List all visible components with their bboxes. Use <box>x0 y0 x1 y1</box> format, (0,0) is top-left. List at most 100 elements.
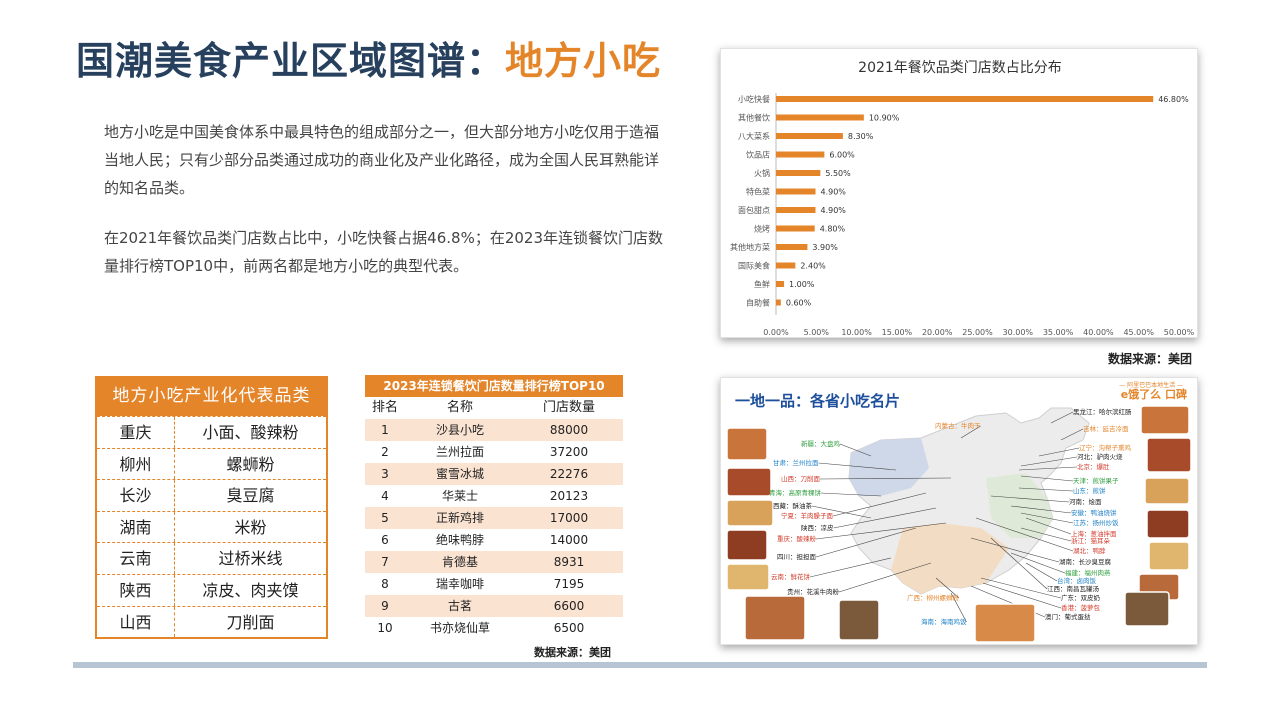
rank-cell: 2 <box>381 445 389 459</box>
rank-table-row: 4 华莱士 20123 <box>365 485 623 507</box>
store-count-cell: 8931 <box>553 555 585 569</box>
chart-bar <box>776 133 843 139</box>
chart-x-tick-label: 20.00% <box>922 328 953 337</box>
eleme-koubei-logo: e饿了么 口碑 <box>1120 388 1187 401</box>
rep-dish-cell: 过桥米线 <box>218 549 283 569</box>
map-connector-line <box>1025 562 1058 582</box>
rep-region-cell: 重庆 <box>97 417 175 448</box>
bottom-divider <box>73 662 1207 668</box>
map-province-label: 江苏：扬州炒饭 <box>1073 519 1119 527</box>
rep-region-cell: 陕西 <box>97 574 175 606</box>
chart-value-label: 1.00% <box>789 280 815 289</box>
page-title-main: 国潮美食产业区域图谱： <box>76 39 506 83</box>
chart-category-label: 特色菜 <box>746 187 770 197</box>
rank-table-row: 6 绝味鸭脖 14000 <box>365 529 623 551</box>
chart-bar <box>776 151 825 158</box>
chart-x-tick-label: 40.00% <box>1083 328 1114 337</box>
chart-value-label: 10.90% <box>869 114 900 123</box>
food-photo <box>1140 405 1190 435</box>
chart-value-label: 6.00% <box>829 151 855 160</box>
map-connector-line <box>1010 552 1066 574</box>
rep-dish-cell: 臭豆腐 <box>226 486 275 506</box>
map-connector-line <box>1018 487 1074 492</box>
map-connector-line <box>1050 411 1074 424</box>
representative-dishes-table: 地方小吃产业化代表品类 重庆 小面、酸辣粉柳州 螺蛳粉长沙 臭豆腐湖南 米粉云南 过桥米线… <box>95 376 328 640</box>
map-province-label: 广东：双皮奶 <box>1061 594 1100 602</box>
map-connector-line <box>1010 505 1072 514</box>
map-connector-line <box>1020 527 1072 542</box>
map-connector-line <box>975 517 1074 552</box>
rank-cell: 4 <box>381 489 389 503</box>
food-photo <box>1124 591 1170 627</box>
rank-cell: 1 <box>381 423 389 437</box>
map-connector-line <box>818 462 897 471</box>
map-province-label: 吉林：延吉冷面 <box>1083 425 1129 433</box>
chart-x-tick-label: 45.00% <box>1123 328 1154 337</box>
chart-category-label: 其他餐饮 <box>738 113 770 123</box>
chart-bar <box>776 96 1154 102</box>
rep-table-header: 地方小吃产业化代表品类 <box>97 376 326 416</box>
rank-cell: 5 <box>381 511 389 525</box>
bar-chart-card: 2021年餐饮品类门店数占比分布 小吃快餐 46.80% 其他餐饮 10.90% 八大菜系… <box>720 48 1198 338</box>
map-province-label: 澳门：葡式蛋挞 <box>1045 613 1091 621</box>
store-count-cell: 7195 <box>553 577 585 591</box>
rank-table-title: 2023年连锁餐饮门店数量排行榜TOP10 <box>365 375 623 397</box>
store-count-cell: 17000 <box>549 511 589 525</box>
map-connector-line <box>815 522 947 540</box>
chart-value-label: 0.60% <box>786 299 812 308</box>
chart-bar <box>776 114 864 121</box>
map-connector-line <box>838 562 932 593</box>
chart-title: 2021年餐饮品类门店数占比分布 <box>858 60 1062 76</box>
rank-cell: 9 <box>381 599 389 613</box>
map-connector-line <box>1018 466 1078 471</box>
map-province-label: 安徽：鸭油烧饼 <box>1071 509 1117 517</box>
store-count-cell: 20123 <box>549 489 589 503</box>
rep-dish-cell: 米粉 <box>234 517 267 537</box>
rank-table-row: 8 瑞幸咖啡 7195 <box>365 573 623 595</box>
rep-dish-cell: 小面、酸辣粉 <box>202 423 299 442</box>
rep-dish-cell: 螺蛳粉 <box>226 454 275 474</box>
map-connector-line <box>1025 517 1072 535</box>
brand-name-cell: 肯德基 <box>441 555 478 569</box>
map-region-south <box>891 523 1009 594</box>
map-province-label: 河北：驴肉火烧 <box>1077 453 1123 461</box>
map-connector-line <box>950 592 967 623</box>
brand-name-cell: 书亦烧仙草 <box>429 621 490 635</box>
map-connector-line <box>809 557 892 578</box>
rep-region-cell: 长沙 <box>97 480 175 511</box>
rep-region-cell: 柳州 <box>97 448 175 480</box>
rep-region-cell: 湖南 <box>97 511 175 543</box>
rank-source: 数据来源：美团 <box>534 646 611 659</box>
chart-x-tick-label: 35.00% <box>1043 328 1074 337</box>
map-connector-line <box>833 507 937 529</box>
map-province-label: 海南：海南鸡饭 <box>921 618 967 626</box>
chart-bar <box>776 188 816 195</box>
rep-table-row: 柳州 螺蛳粉 <box>97 447 326 480</box>
store-count-cell: 22276 <box>549 467 589 481</box>
map-connector-line <box>935 577 960 599</box>
chart-category-label: 饮品店 <box>746 150 770 160</box>
rank-cell: 3 <box>381 467 389 481</box>
map-province-label: 青海：高原青稞饼 <box>769 489 821 497</box>
rep-dish-cell: 凉皮、肉夹馍 <box>202 580 299 600</box>
map-connector-line <box>1020 512 1074 524</box>
map-connector-line <box>819 477 952 480</box>
map-province-label: 宁夏：羊肉臊子面 <box>781 512 833 520</box>
map-slogan: — 阿里巴巴本地生活 — <box>1119 382 1183 389</box>
rank-cell: 10 <box>377 621 393 635</box>
map-connector-line <box>811 505 872 519</box>
map-connector-line <box>1038 447 1080 457</box>
map-connector-line <box>815 527 917 558</box>
food-photo <box>1148 541 1190 571</box>
map-connector-line <box>820 492 882 497</box>
rep-region-cell: 云南 <box>97 543 175 574</box>
map-province-label: 内蒙古：牛肉干 <box>935 422 981 430</box>
chart-x-tick-label: 30.00% <box>1003 328 1034 337</box>
rank-table-row: 9 古茗 6600 <box>365 595 623 617</box>
map-connector-line <box>1020 475 1074 482</box>
map-province-label: 甘肃：兰州拉面 <box>773 459 819 467</box>
brand-name-cell: 华莱士 <box>441 489 478 503</box>
map-connector-line <box>990 537 1048 590</box>
map-province-label: 上海：葱油拌面 <box>1071 530 1117 538</box>
store-count-cell: 37200 <box>549 445 589 459</box>
